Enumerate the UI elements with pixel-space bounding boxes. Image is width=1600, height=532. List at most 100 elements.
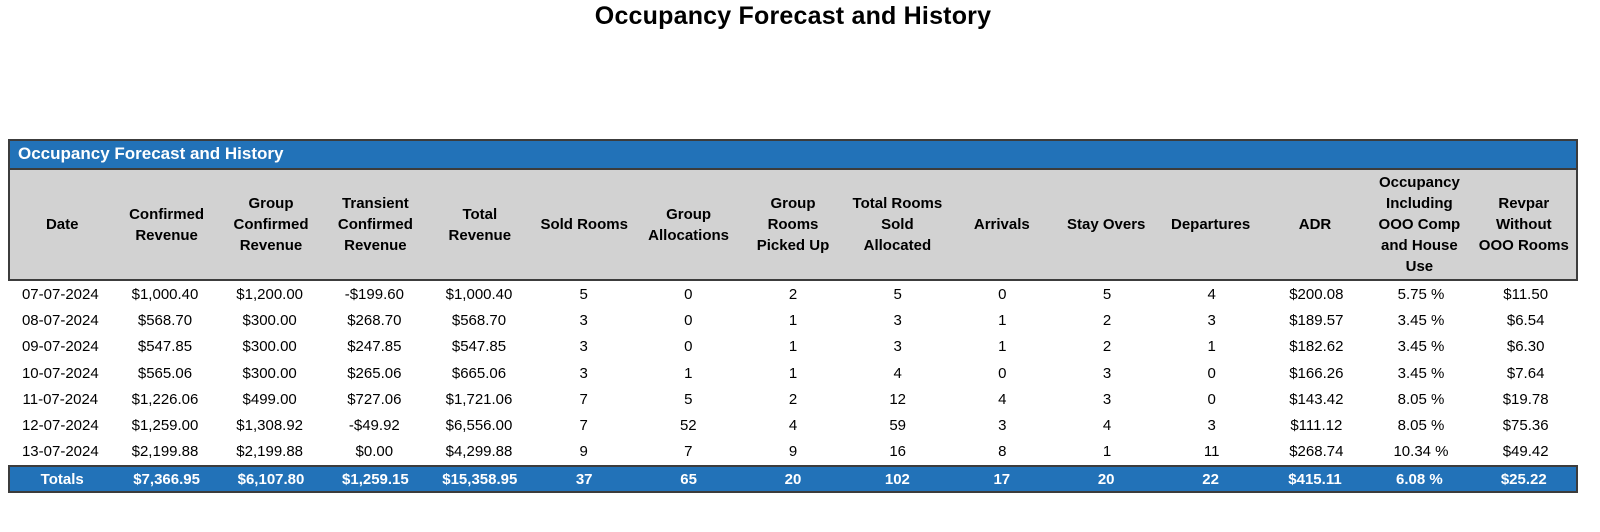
- date-cell: 07-07-2024: [21, 285, 99, 303]
- column-header: Arrivals: [973, 216, 1030, 233]
- value-cell: $166.26: [1289, 364, 1344, 382]
- value-cell: $1,308.92: [236, 417, 304, 435]
- value-cell: $547.85: [451, 338, 507, 356]
- column-header: Revpar Without OOO Rooms: [1478, 195, 1569, 254]
- column-header: Total Revenue: [448, 205, 512, 244]
- value-cell: $19.78: [1502, 390, 1549, 408]
- value-cell: 0: [1207, 390, 1216, 408]
- header-row: Date Confirmed Revenue Group Confirmed Rev…: [8, 168, 1578, 281]
- value-cell: 5: [1102, 285, 1112, 303]
- value-cell: 52: [679, 417, 697, 435]
- value-cell: $2,199.88: [131, 443, 199, 461]
- value-cell: 3: [893, 311, 902, 329]
- value-cell: $0.00: [355, 443, 394, 461]
- value-cell: 1: [1102, 443, 1112, 461]
- value-cell: $6.30: [1506, 338, 1545, 356]
- value-cell: 7: [579, 390, 588, 408]
- column-header: Stay Overs: [1067, 216, 1146, 233]
- value-cell: 2: [1102, 338, 1112, 356]
- value-cell: $547.85: [137, 338, 193, 356]
- value-cell: $568.70: [451, 311, 507, 329]
- totals-value: $25.22: [1500, 470, 1547, 488]
- value-cell: $182.62: [1289, 338, 1344, 356]
- value-cell: 3.45 %: [1397, 338, 1445, 356]
- occupancy-report-table: Occupancy Forecast and History Date Confi…: [8, 139, 1578, 494]
- value-cell: 5.75 %: [1397, 285, 1445, 303]
- value-cell: 59: [889, 417, 906, 435]
- table-row: 09-07-2024 $547.85 $300.00 $247.85 $547.85 3 0…: [8, 333, 1578, 360]
- column-header: Date: [45, 216, 79, 233]
- column-header: Occupancy Including OOO Comp and House U…: [1378, 174, 1461, 275]
- value-cell: 3: [998, 417, 1007, 435]
- value-cell: $568.70: [137, 311, 193, 329]
- value-cell: $75.36: [1502, 417, 1549, 435]
- value-cell: 7: [579, 417, 588, 435]
- value-cell: $2,199.88: [236, 443, 304, 461]
- column-header: Confirmed Revenue: [129, 205, 205, 244]
- value-cell: 8.05 %: [1397, 390, 1445, 408]
- totals-value: $415.11: [1288, 470, 1342, 488]
- totals-value: 17: [993, 470, 1011, 488]
- table-body: 07-07-2024 $1,000.40 $1,200.00 -$199.60 $1,0…: [8, 281, 1578, 466]
- table-row: 08-07-2024 $568.70 $300.00 $268.70 $568.70 3 0…: [8, 307, 1578, 334]
- value-cell: 3: [579, 338, 588, 356]
- totals-value: $15,358.95: [442, 470, 518, 488]
- column-header: Group Confirmed Revenue: [233, 195, 309, 254]
- table-row: 13-07-2024 $2,199.88 $2,199.88 $0.00 $4,299.…: [8, 438, 1578, 466]
- value-cell: 4: [788, 417, 798, 435]
- value-cell: 16: [889, 443, 906, 461]
- value-cell: 2: [1102, 311, 1112, 329]
- value-cell: 3: [579, 311, 588, 329]
- date-cell: 12-07-2024: [21, 417, 99, 435]
- date-cell: 09-07-2024: [21, 338, 99, 356]
- value-cell: 0: [684, 338, 693, 356]
- value-cell: 8: [998, 443, 1007, 461]
- totals-value: 6.08 %: [1396, 470, 1443, 488]
- column-header: Sold Rooms: [540, 216, 628, 233]
- value-cell: 1: [788, 338, 798, 356]
- value-cell: 3: [1207, 311, 1216, 329]
- value-cell: -$199.60: [344, 285, 404, 303]
- totals-label: Totals: [40, 470, 84, 488]
- value-cell: $1,000.40: [445, 285, 513, 303]
- value-cell: 0: [684, 311, 693, 329]
- value-cell: $247.85: [347, 338, 402, 356]
- value-cell: $6.54: [1506, 311, 1545, 329]
- value-cell: 9: [788, 443, 798, 461]
- value-cell: $1,259.00: [131, 417, 199, 435]
- value-cell: 9: [579, 443, 588, 461]
- value-cell: $565.06: [137, 364, 193, 382]
- value-cell: 5: [579, 285, 588, 303]
- value-cell: 4: [893, 364, 902, 382]
- value-cell: 3.45 %: [1397, 364, 1445, 382]
- value-cell: $300.00: [242, 311, 297, 329]
- value-cell: 1: [684, 364, 693, 382]
- totals-value: 22: [1202, 470, 1219, 488]
- value-cell: -$49.92: [348, 417, 400, 435]
- value-cell: $268.74: [1289, 443, 1344, 461]
- value-cell: 10.34 %: [1393, 443, 1449, 461]
- table-row: 11-07-2024 $1,226.06 $499.00 $727.06 $1,721.…: [8, 386, 1578, 413]
- totals-row: Totals $7,366.95 $6,107.80 $1,259.15 $15,358…: [8, 465, 1578, 494]
- value-cell: $6,556.00: [445, 417, 513, 435]
- value-cell: 3: [579, 364, 588, 382]
- value-cell: 7: [684, 443, 693, 461]
- value-cell: $11.50: [1503, 285, 1549, 303]
- value-cell: 3: [1102, 390, 1112, 408]
- value-cell: 0: [998, 364, 1007, 382]
- column-header: Group Rooms Picked Up: [756, 195, 830, 254]
- value-cell: 3: [893, 338, 902, 356]
- totals-value: $1,259.15: [342, 470, 409, 488]
- totals-value: 37: [575, 470, 593, 488]
- value-cell: 3.45 %: [1397, 311, 1445, 329]
- date-cell: 08-07-2024: [21, 311, 99, 329]
- value-cell: $1,721.06: [445, 390, 513, 408]
- table-title-bar: Occupancy Forecast and History: [8, 139, 1578, 168]
- table-row: 10-07-2024 $565.06 $300.00 $265.06 $665.06 3 1…: [8, 359, 1578, 387]
- value-cell: $727.06: [347, 390, 402, 408]
- value-cell: 12: [889, 390, 906, 408]
- value-cell: 3: [1102, 364, 1112, 382]
- value-cell: 3: [1207, 417, 1216, 435]
- value-cell: 1: [998, 338, 1007, 356]
- column-header: Departures: [1170, 216, 1251, 233]
